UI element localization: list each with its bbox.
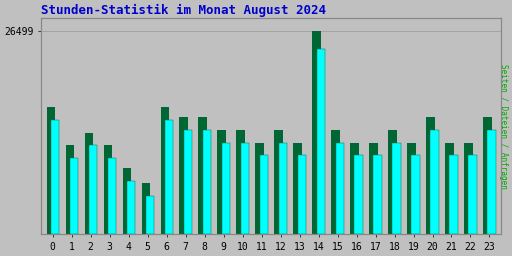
Bar (370, 143, 377, 234)
Bar (331, 130, 339, 234)
Bar (164, 120, 173, 234)
Bar (487, 130, 496, 234)
Bar (222, 143, 229, 234)
Bar (108, 158, 116, 234)
Bar (203, 130, 210, 234)
Bar (389, 130, 396, 234)
Bar (297, 155, 306, 234)
Bar (279, 143, 287, 234)
Bar (412, 155, 419, 234)
Bar (66, 145, 74, 234)
Bar (145, 196, 154, 234)
Bar (431, 130, 439, 234)
Bar (160, 107, 168, 234)
Bar (122, 168, 131, 234)
Bar (180, 118, 187, 234)
Bar (241, 143, 249, 234)
Bar (84, 133, 93, 234)
Text: Stunden-Statistik im Monat August 2024: Stunden-Statistik im Monat August 2024 (41, 4, 326, 17)
Bar (445, 143, 454, 234)
Bar (260, 155, 268, 234)
Bar (408, 143, 416, 234)
Bar (354, 155, 362, 234)
Bar (51, 120, 59, 234)
Bar (47, 107, 55, 234)
Bar (183, 130, 191, 234)
Y-axis label: Seiten / Dateien / Anfragen: Seiten / Dateien / Anfragen (499, 64, 508, 189)
Bar (70, 158, 78, 234)
Bar (126, 181, 135, 234)
Bar (316, 49, 325, 234)
Bar (103, 145, 112, 234)
Bar (393, 143, 400, 234)
Bar (450, 155, 458, 234)
Bar (350, 143, 358, 234)
Bar (218, 130, 226, 234)
Bar (141, 183, 150, 234)
Bar (312, 31, 321, 234)
Bar (255, 143, 264, 234)
Bar (464, 143, 473, 234)
Bar (483, 118, 492, 234)
Bar (373, 155, 381, 234)
Bar (89, 145, 97, 234)
Bar (426, 118, 435, 234)
Bar (237, 130, 245, 234)
Bar (293, 143, 302, 234)
Bar (199, 118, 206, 234)
Bar (468, 155, 477, 234)
Bar (274, 130, 283, 234)
Bar (335, 143, 344, 234)
